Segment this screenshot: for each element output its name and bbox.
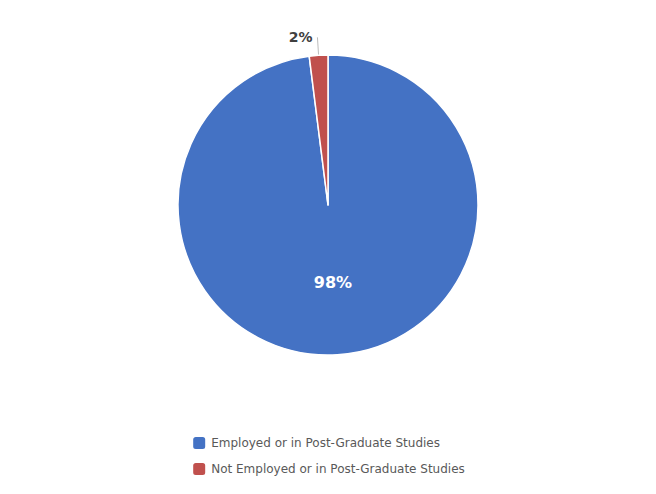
svg-text:Employed or in Post-Graduate S: Employed or in Post-Graduate Studies	[211, 436, 440, 450]
svg-text:Not Employed or in Post-Gradua: Not Employed or in Post-Graduate Studies	[211, 462, 465, 476]
svg-text:98%: 98%	[314, 273, 352, 292]
svg-text:2%: 2%	[289, 29, 313, 45]
